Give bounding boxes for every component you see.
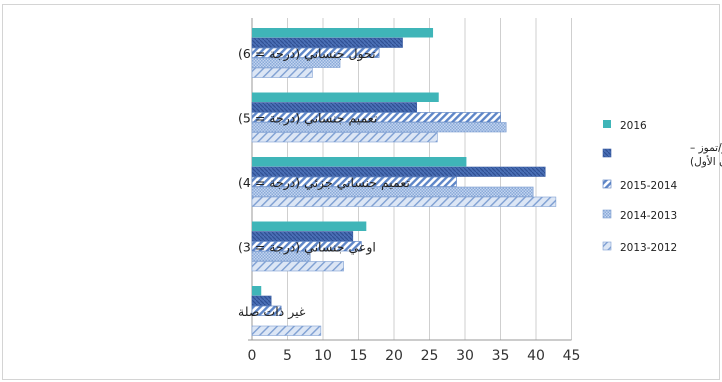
bar-series-2015-cat-4 (251, 231, 354, 242)
bar-series-2015-cat-3 (251, 166, 546, 177)
x-tick-label-30: 30 (456, 348, 474, 364)
bar-series-2013-2012-cat-2 (251, 132, 438, 143)
bar-series-2015-2014-cat-1 (251, 47, 380, 58)
bar-series-2015-cat-2 (251, 102, 418, 113)
x-tick-label-25: 25 (421, 348, 439, 364)
bar-series-2015-cat-5 (251, 295, 272, 306)
x-tick-label-45: 45 (563, 348, 581, 364)
legend-label-series-2015-2014: 2015-2014 (620, 180, 678, 192)
bar-series-2015-2014-cat-3 (251, 176, 457, 187)
bar-series-2016-cat-5 (252, 286, 262, 296)
bar-series-2015-cat-1 (251, 37, 403, 48)
legend-label-series-2016: 2016 (620, 120, 647, 132)
bar-series-2015-2014-cat-5 (251, 305, 282, 316)
bar-series-2016-cat-1 (252, 28, 434, 38)
x-tick-label-35: 35 (492, 348, 510, 364)
x-tick-label-20: 20 (385, 348, 403, 364)
bar-series-2014-2013-cat-1 (251, 57, 341, 68)
bar-series-2013-2012-cat-3 (251, 196, 557, 207)
legend-label-series-2013-2012: 2013-2012 (620, 242, 677, 254)
x-tick-label-40: 40 (527, 348, 545, 364)
bar-series-2013-2012-cat-1 (251, 67, 313, 78)
category-label-4: اوعي جنساني (درجة = 3) (238, 240, 376, 256)
x-tick-label-5: 5 (283, 348, 292, 364)
x-tick-label-0: 0 (248, 348, 257, 364)
bar-series-2016-cat-2 (252, 92, 439, 102)
category-label-3: تعميم جنساني جزئي (درجة = 4) (238, 175, 410, 191)
bar-series-2013-2012-cat-4 (251, 261, 344, 272)
legend-swatch-series-2015 (602, 148, 612, 158)
category-label-5: غير ذات صلة (238, 304, 306, 320)
legend-label-series-2015: 2015 (يوليو/تموز –ديسمبر/كانون الأول) (690, 142, 722, 168)
bar-series-2013-2012-cat-5 (251, 325, 322, 336)
bar-series-2016-cat-3 (252, 157, 467, 167)
legend-label-series-2014-2013: 2014-2013 (620, 210, 677, 222)
bar-series-2014-2013-cat-3 (251, 186, 534, 197)
category-label-2: تعميم جنساني (درجة = 5) (238, 111, 378, 127)
bar-series-2015-2014-cat-2 (251, 112, 501, 123)
legend-swatch-series-2016 (603, 120, 611, 128)
x-tick-label-15: 15 (350, 348, 368, 364)
bar-series-2015-2014-cat-4 (251, 241, 362, 252)
bar-series-2014-2013-cat-2 (251, 122, 507, 133)
legend-swatch-series-2013-2012 (602, 241, 612, 251)
bar-series-2016-cat-4 (252, 221, 367, 231)
legend-swatch-series-2014-2013 (602, 209, 612, 219)
x-tick-label-10: 10 (314, 348, 332, 364)
legend-swatch-series-2015-2014 (602, 179, 612, 189)
bar-series-2014-2013-cat-4 (251, 251, 311, 262)
category-label-1: تحول جنساني (درجة = 6) (238, 46, 376, 62)
